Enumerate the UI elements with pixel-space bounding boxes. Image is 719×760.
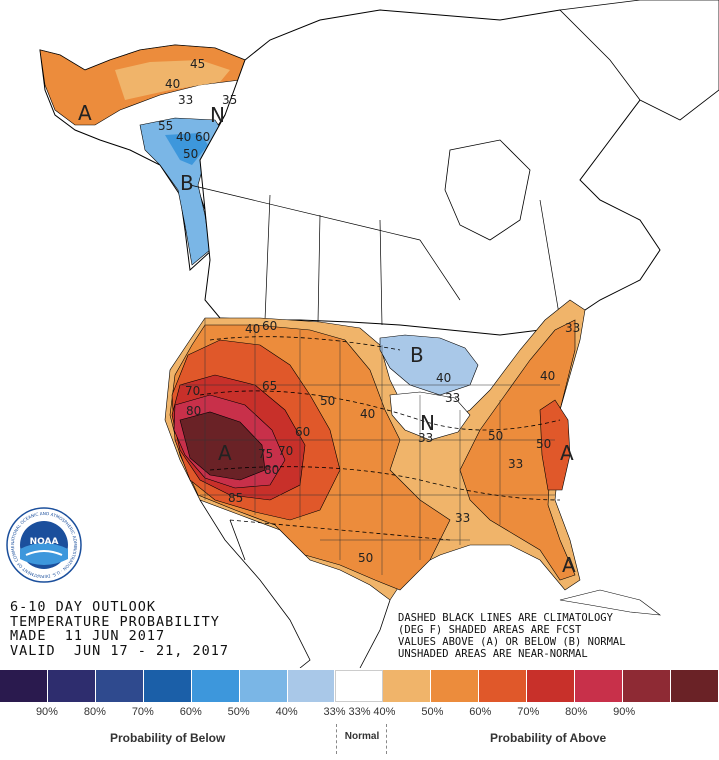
- contour-label: 35: [222, 93, 237, 107]
- normal-divider-left: [336, 724, 337, 754]
- legend-value-label: 70%: [517, 706, 540, 718]
- legend-value-label: 33%: [323, 706, 346, 718]
- legend-swatch: [670, 670, 719, 702]
- alaska-normal-letter: N: [210, 103, 225, 127]
- noaa-logo: NATIONAL OCEANIC AND ATMOSPHERIC ADMINIS…: [6, 507, 82, 583]
- note-line: (DEG F) SHADED AREAS ARE FCST: [398, 624, 582, 636]
- contour-label: 60: [262, 319, 277, 333]
- contour-label: 33: [508, 457, 523, 471]
- contour-label: 80: [186, 404, 201, 418]
- contour-label: 70: [185, 384, 200, 398]
- legend-swatch: [575, 670, 623, 702]
- climatology-lines: [199, 336, 561, 541]
- contour-label: 50: [488, 429, 503, 443]
- legend-value-label: 60%: [179, 706, 202, 718]
- west-above-90: [179, 411, 266, 481]
- state-boundaries: [175, 318, 560, 575]
- legend-swatch: [239, 670, 288, 702]
- note-line: UNSHADED AREAS ARE NEAR-NORMAL: [398, 648, 588, 660]
- legend-swatch: [95, 670, 144, 702]
- legend-value-label: 50%: [227, 706, 250, 718]
- legend-labels: 90% 80% 70% 60% 50% 40% 33% 33% 40% 50% 60% 70% 80% 9…: [0, 706, 719, 722]
- contour-label: 55: [158, 119, 173, 133]
- contour-label: 33: [445, 391, 460, 405]
- below-legend-label: Probability of Below: [110, 731, 226, 745]
- legend-swatch: [47, 670, 96, 702]
- legend-value-label: 33%: [348, 706, 371, 718]
- contour-label: 50: [183, 147, 198, 161]
- contour-label: 33: [178, 93, 193, 107]
- contour-label: 40: [245, 322, 260, 336]
- alaska-below-dark: [165, 133, 208, 165]
- canada-provinces: [189, 184, 561, 326]
- contour-label: 85: [228, 491, 243, 505]
- outlook-subtitle: TEMPERATURE PROBABILITY: [10, 613, 220, 630]
- contour-label: 40: [540, 369, 555, 383]
- legend-value-label: 60%: [469, 706, 492, 718]
- contour-label: 33: [418, 431, 433, 445]
- legend-swatch: [287, 670, 336, 702]
- legend-swatch: [431, 670, 480, 702]
- midwest-normal-letter: N: [420, 411, 435, 435]
- outlook-made-date: MADE 11 JUN 2017: [10, 628, 166, 644]
- note-line: VALUES ABOVE (A) OR BELOW (B) NORMAL: [398, 636, 626, 648]
- legend-swatch: [143, 670, 192, 702]
- contour-label: 33: [565, 321, 580, 335]
- legend-swatch: [0, 670, 48, 702]
- contour-label: 40: [165, 77, 180, 91]
- contour-label: 45: [190, 57, 205, 71]
- contour-label: 40: [436, 371, 451, 385]
- outlook-map: A N B B N A A A 40 45 33 55 40 60 50 35 …: [39, 0, 719, 668]
- midwest-normal-area: [389, 391, 471, 441]
- contour-label: 33: [455, 511, 470, 525]
- legend-swatch: [335, 670, 384, 702]
- cuba-outline: [559, 589, 662, 616]
- alaska-above-letter: A: [78, 101, 92, 125]
- contour-label: 40: [360, 407, 375, 421]
- alaska-below-letter: B: [180, 171, 194, 195]
- above-legend-label: Probability of Above: [490, 731, 607, 745]
- contour-label: 50: [358, 551, 373, 565]
- legend-value-label: 80%: [565, 706, 588, 718]
- contour-label: 60: [295, 425, 310, 439]
- mexico-outline: [199, 499, 391, 668]
- map-notes: DASHED BLACK LINES ARE CLIMATOLOGY (DEG F…: [398, 612, 626, 660]
- glakes-below-letter: B: [410, 343, 424, 367]
- east-above-letter: A: [560, 441, 574, 465]
- normal-legend-label: Normal: [344, 731, 380, 742]
- contour-label: 40: [176, 130, 191, 144]
- southwest-above-letter: A: [218, 441, 232, 465]
- contour-label: 50: [536, 437, 551, 451]
- outlook-title-block: 6-10 DAY OUTLOOK TEMPERATURE PROBABILITY M…: [10, 600, 229, 658]
- contour-label: 80: [264, 463, 279, 477]
- alaska-above-light: [115, 60, 230, 100]
- legend-swatch: [479, 670, 528, 702]
- legend-value-label: 50%: [421, 706, 444, 718]
- contour-label: 60: [195, 130, 210, 144]
- normal-divider-right: [386, 724, 387, 754]
- contour-label: 75: [258, 447, 273, 461]
- greenland: [559, 0, 719, 121]
- note-line: DASHED BLACK LINES ARE CLIMATOLOGY: [398, 612, 613, 624]
- florida-above-letter: A: [562, 553, 576, 577]
- legend-value-label: 90%: [613, 706, 636, 718]
- legend-swatch: [622, 670, 671, 702]
- legend-value-label: 70%: [131, 706, 154, 718]
- hudson-bay: [444, 139, 531, 241]
- legend-value-label: 80%: [83, 706, 106, 718]
- contour-label: 65: [262, 379, 277, 393]
- outlook-title: 6-10 DAY OUTLOOK: [10, 599, 157, 615]
- legend-value-label: 40%: [373, 706, 396, 718]
- contour-label: 70: [278, 444, 293, 458]
- legend-swatch: [191, 670, 240, 702]
- legend-value-label: 90%: [35, 706, 58, 718]
- noaa-logo-text: NOAA: [30, 537, 59, 547]
- legend-value-label: 40%: [275, 706, 298, 718]
- outlook-valid-dates: VALID JUN 17 - 21, 2017: [10, 642, 230, 659]
- legend-swatch: [527, 670, 576, 702]
- legend-swatch: [383, 670, 432, 702]
- probability-legend: [0, 670, 719, 702]
- canada-outline: [199, 9, 661, 336]
- contour-label: 50: [320, 394, 335, 408]
